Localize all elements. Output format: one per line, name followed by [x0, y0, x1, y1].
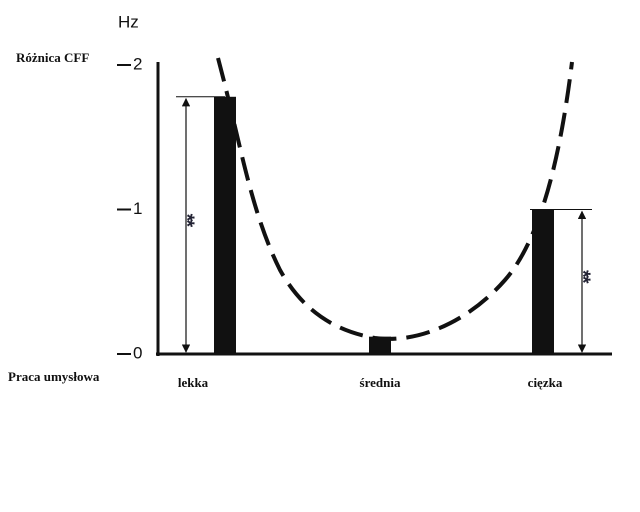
annotation: **: [176, 214, 198, 228]
bar: [369, 336, 391, 354]
y-tick-label: 1: [133, 199, 142, 218]
x-tick-label: średnia: [360, 375, 401, 390]
bar: [532, 209, 554, 354]
bar: [214, 96, 236, 354]
x-tick-label: lekka: [178, 375, 209, 390]
y-axis-label: Różnica CFF: [16, 50, 89, 65]
x-axis-label: Praca umysłowa: [8, 369, 100, 384]
x-tick-label: cięzka: [528, 375, 563, 390]
y-tick-label: 2: [133, 54, 142, 73]
annotation: **: [572, 270, 594, 284]
y-tick-label: 0: [133, 343, 142, 362]
unit-label: Hz: [118, 12, 139, 31]
